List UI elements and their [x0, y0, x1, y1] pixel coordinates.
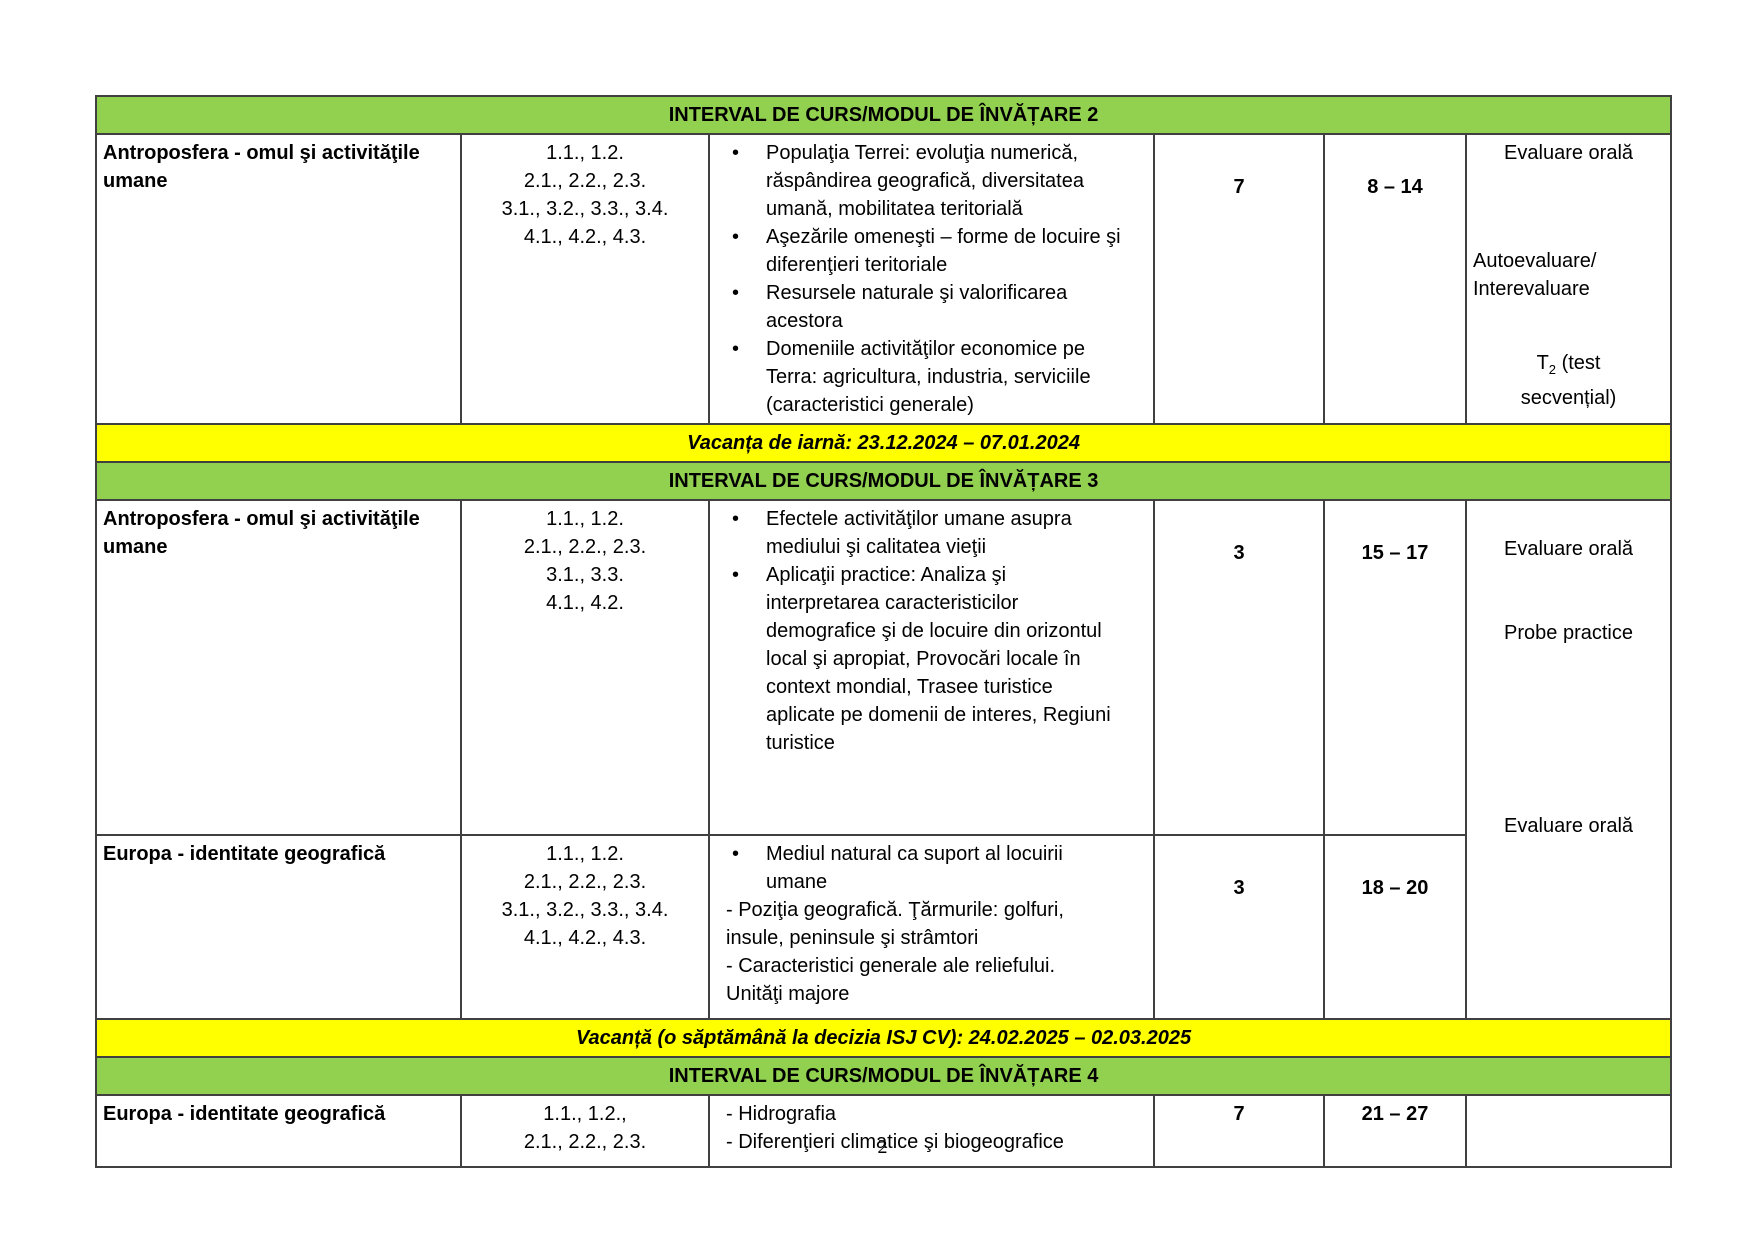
- curriculum-table: INTERVAL DE CURS/MODUL DE ÎNVĂȚARE 2 Ant…: [94, 95, 1673, 1168]
- test-subscript: 2: [1548, 362, 1557, 377]
- evaluation-item-test: T2 (test secvențial): [1473, 349, 1664, 412]
- theme-cell: Europa - identitate geografică: [95, 1094, 462, 1168]
- evaluation-cell: Evaluare orală Autoevaluare/ Interevalua…: [1464, 133, 1673, 425]
- bullet-icon: •: [732, 508, 740, 530]
- weeks-cell: 21 – 27: [1323, 1094, 1467, 1168]
- content-bullet: • Resursele naturale şi valorificarea ac…: [716, 279, 1147, 335]
- content-cell: • Populaţia Terrei: evoluţia numerică, r…: [708, 133, 1155, 425]
- bullet-text: Mediul natural ca suport al locuirii uma…: [766, 843, 1063, 893]
- hours-cell: 3: [1153, 499, 1325, 836]
- content-bullet: • Mediul natural ca suport al locuirii u…: [716, 840, 1147, 896]
- bullet-icon: •: [732, 282, 740, 304]
- content-cell: - Hidrografia - Diferenţieri climatice ş…: [708, 1094, 1155, 1168]
- bullet-icon: •: [732, 226, 740, 248]
- theme-cell: Europa - identitate geografică: [95, 834, 462, 1020]
- bullet-text: Domeniile activităţilor economice pe Ter…: [766, 338, 1091, 416]
- content-bullet: • Aşezările omeneşti – forme de locuire …: [716, 223, 1147, 279]
- bullet-icon: •: [732, 142, 740, 164]
- evaluation-cell-empty: [1464, 1094, 1673, 1168]
- evaluation-item: Probe practice: [1504, 622, 1634, 644]
- competencies-cell: 1.1., 1.2. 2.1., 2.2., 2.3. 3.1., 3.2., …: [460, 133, 710, 425]
- bullet-text: Efectele activităţilor umane asupra medi…: [766, 508, 1072, 558]
- vacation-banner-isj: Vacanță (o săptămână la decizia ISJ CV):…: [94, 1018, 1673, 1058]
- content-bullet: • Aplicaţii practice: Analiza şi interpr…: [716, 561, 1147, 757]
- hours-cell: 7: [1153, 1094, 1325, 1168]
- competencies-cell: 1.1., 1.2. 2.1., 2.2., 2.3. 3.1., 3.3. 4…: [460, 499, 710, 836]
- bullet-icon: •: [732, 564, 740, 586]
- evaluation-item: Evaluare orală: [1504, 815, 1634, 837]
- theme-cell: Antroposfera - omul şi activităţile uman…: [95, 499, 462, 836]
- test-label-rest: (test secvențial): [1520, 352, 1617, 409]
- section-header-modul-2: INTERVAL DE CURS/MODUL DE ÎNVĂȚARE 2: [94, 95, 1673, 135]
- weeks-cell: 8 – 14: [1323, 133, 1467, 425]
- content-bullet: • Efectele activităţilor umane asupra me…: [716, 505, 1147, 561]
- content-bullet: • Populaţia Terrei: evoluţia numerică, r…: [716, 139, 1147, 223]
- content-plain-lines: - Hidrografia - Diferenţieri climatice ş…: [726, 1103, 1064, 1153]
- content-bullet: • Domeniile activităţilor economice pe T…: [716, 335, 1147, 419]
- competencies-cell: 1.1., 1.2., 2.1., 2.2., 2.3.: [460, 1094, 710, 1168]
- content-cell: • Mediul natural ca suport al locuirii u…: [708, 834, 1155, 1020]
- weeks-cell: 18 – 20: [1323, 834, 1467, 1020]
- bullet-icon: •: [732, 338, 740, 360]
- bullet-text: Resursele naturale şi valorificarea aces…: [766, 282, 1068, 332]
- hours-cell: 7: [1153, 133, 1325, 425]
- theme-cell: Antroposfera - omul şi activităţile uman…: [95, 133, 462, 425]
- evaluation-item: Evaluare orală: [1504, 142, 1634, 164]
- competencies-cell: 1.1., 1.2. 2.1., 2.2., 2.3. 3.1., 3.2., …: [460, 834, 710, 1020]
- page-number: 2: [877, 1136, 888, 1158]
- evaluation-cell-merged: Evaluare orală Probe practice Evaluare o…: [1464, 499, 1673, 1020]
- bullet-icon: •: [732, 843, 740, 865]
- bullet-text: Aplicaţii practice: Analiza şi interpret…: [766, 564, 1111, 754]
- vacation-banner-winter: Vacanța de iarnă: 23.12.2024 – 07.01.202…: [94, 423, 1673, 463]
- bullet-text: Aşezările omeneşti – forme de locuire şi…: [766, 226, 1121, 276]
- section-header-modul-4: INTERVAL DE CURS/MODUL DE ÎNVĂȚARE 4: [94, 1056, 1673, 1096]
- test-label: T: [1536, 352, 1549, 374]
- hours-cell: 3: [1153, 834, 1325, 1020]
- evaluation-item: Autoevaluare/ Interevaluare: [1473, 250, 1597, 300]
- weeks-cell: 15 – 17: [1323, 499, 1467, 836]
- evaluation-item: Evaluare orală: [1504, 538, 1634, 560]
- content-cell: • Efectele activităţilor umane asupra me…: [708, 499, 1155, 836]
- section-header-modul-3: INTERVAL DE CURS/MODUL DE ÎNVĂȚARE 3: [94, 461, 1673, 501]
- content-plain-lines: - Poziţia geografică. Ţărmurile: golfuri…: [726, 899, 1064, 1005]
- bullet-text: Populaţia Terrei: evoluţia numerică, răs…: [766, 142, 1084, 220]
